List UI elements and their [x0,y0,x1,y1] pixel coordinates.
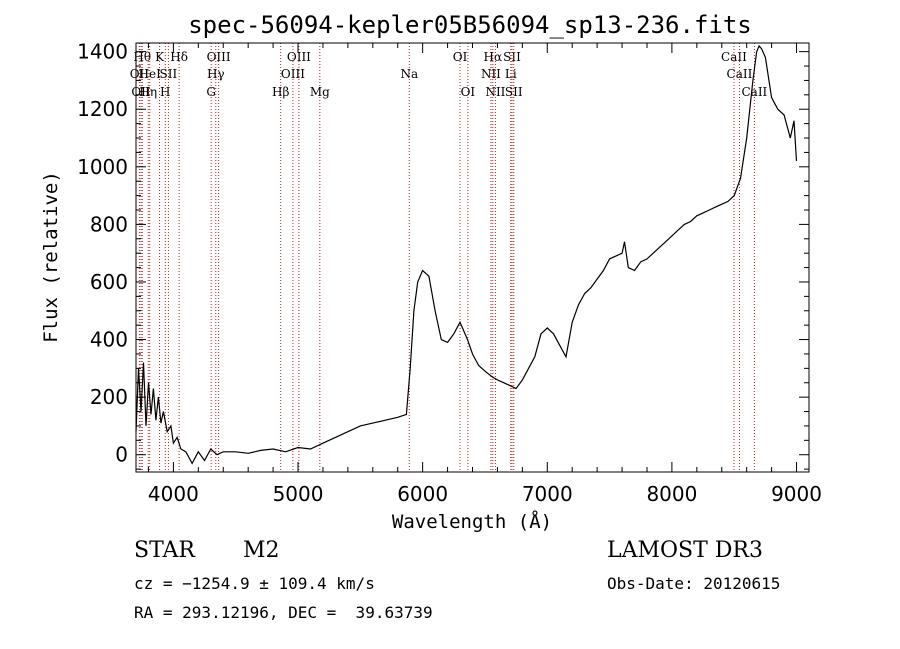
y-tick-label: 1400 [77,40,128,64]
line-marker-label: G [206,85,216,99]
spectrum-chart: spec-56094-kepler05B56094_sp13-236.fits … [40,11,822,533]
x-tick-label: 7000 [522,482,573,506]
y-tick-label: 0 [115,443,128,467]
line-marker-label: Hδ [170,50,188,64]
y-tick-label: 1200 [77,97,128,121]
line-marker-label: CaII [741,85,767,99]
line-marker-label: SII [160,67,178,81]
line-marker-label: OIII [287,50,311,64]
line-marker-label: Hγ [207,67,225,81]
line-marker-label: SII [505,85,523,99]
x-tick-label: 5000 [273,482,324,506]
line-marker-label: CaII [727,67,753,81]
line-marker-label: Hα [484,50,503,64]
line-marker-label: HeI [139,67,162,81]
y-tick-label: 400 [90,328,128,352]
line-marker-label: Hβ [272,85,289,99]
y-tick-label: 800 [90,212,128,236]
line-marker-label: NII [485,85,505,99]
line-marker-label: OIII [207,50,231,64]
y-tick-label: 600 [90,270,128,294]
line-marker-label: K [155,50,165,64]
line-marker-label: OI [453,50,468,64]
plot-frame [135,42,810,473]
y-tick-label: 200 [90,385,128,409]
observation-date: Obs-Date: 20120615 [607,574,781,593]
x-axis-label: Wavelength (Å) [392,510,552,533]
line-markers: OIIOIIHθHηHeIKHSIIHδGHγOIIIHβOIIIOIIIMgN… [130,43,768,472]
plot-area [135,44,798,465]
x-tick-label: 9000 [771,482,822,506]
x-tick-label: 6000 [397,482,448,506]
line-marker-label: H [160,85,170,99]
x-tick-label: 8000 [646,482,697,506]
line-marker-label: OI [461,85,476,99]
object-class: STAR [134,538,195,563]
chart-title: spec-56094-kepler05B56094_sp13-236.fits [188,11,752,39]
line-marker-label: Hθ [133,50,151,64]
x-axis: 4000 5000 6000 7000 8000 9000 [148,43,822,506]
line-marker-label: Na [400,67,418,81]
line-marker-label: SII [503,50,521,64]
coordinates: RA = 293.12196, DEC = 39.63739 [134,603,433,622]
y-axis-label: Flux (relative) [40,171,62,343]
y-axis: 0 200 400 600 800 1000 1200 1400 [77,40,809,470]
survey-name: LAMOST DR3 [607,538,763,563]
line-marker-label: CaII [721,50,747,64]
x-tick-label: 4000 [148,482,199,506]
line-marker-label: OII [130,67,150,81]
y-tick-label: 1000 [77,155,128,179]
line-marker-label: Hη [139,85,157,99]
line-marker-label: OIII [281,67,305,81]
object-subclass: M2 [243,538,280,563]
line-marker-label: Li [505,67,517,81]
redshift-velocity: cz = −1254.9 ± 109.4 km/s [134,574,375,593]
spectrum-line [135,44,798,465]
line-marker-label: Mg [310,85,330,99]
line-marker-label: NII [481,67,501,81]
